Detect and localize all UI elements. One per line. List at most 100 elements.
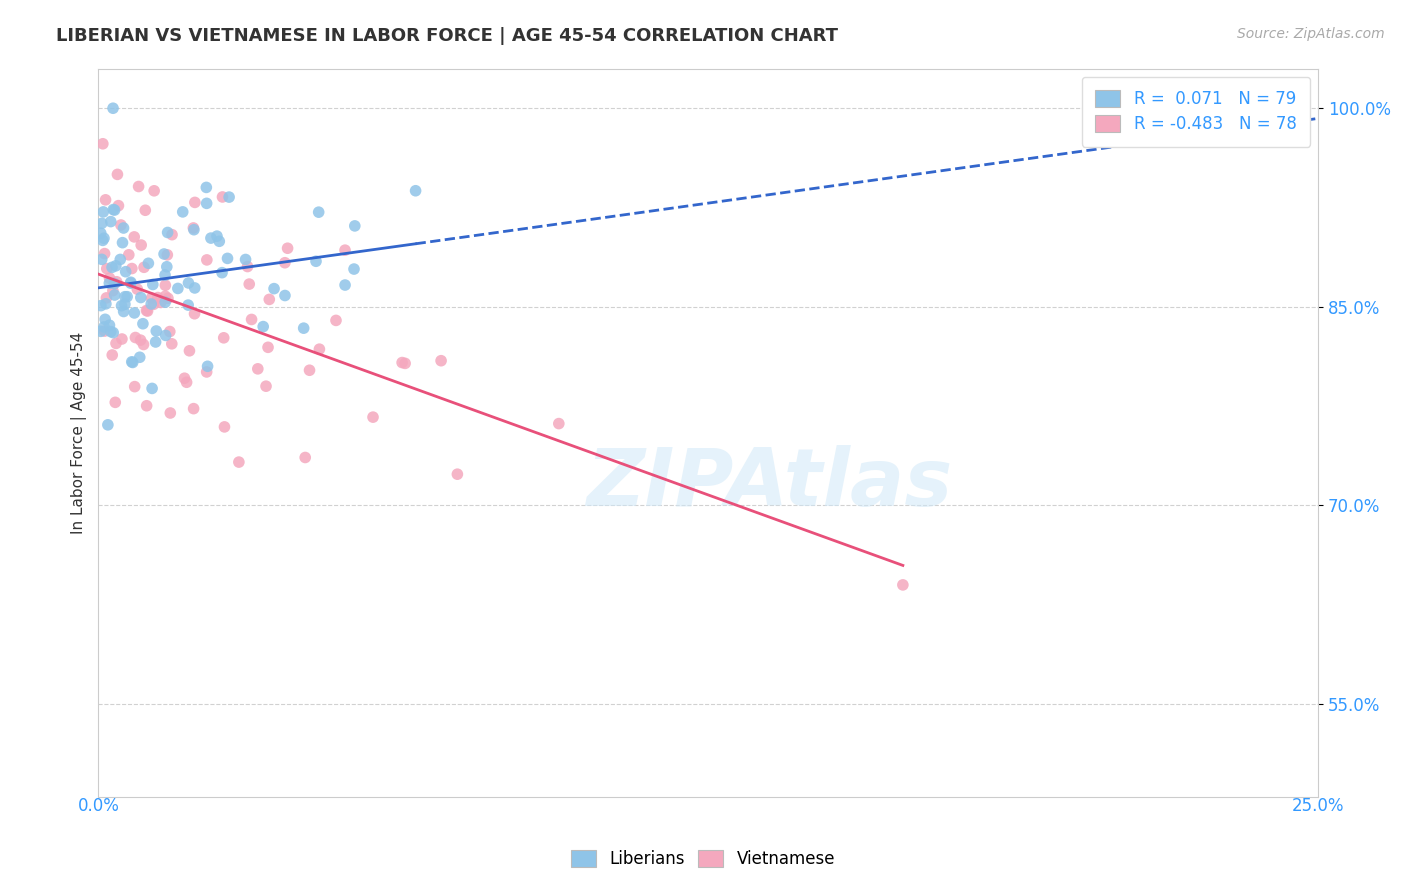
Point <box>98 318 121 333</box>
Point <box>111 235 134 250</box>
Point <box>122 230 145 244</box>
Point <box>98 271 121 285</box>
Point <box>121 355 143 369</box>
Point <box>98 276 121 290</box>
Point <box>112 304 135 318</box>
Point <box>96 291 118 305</box>
Point <box>128 351 150 365</box>
Point <box>141 297 163 311</box>
Point <box>129 333 152 347</box>
Point <box>127 282 149 296</box>
Point <box>111 332 134 346</box>
Point <box>110 218 132 232</box>
Point <box>153 247 176 261</box>
Point <box>107 168 129 182</box>
Point <box>110 252 132 267</box>
Point <box>254 379 277 393</box>
Point <box>135 303 157 318</box>
Point <box>183 307 205 321</box>
Point <box>93 246 115 260</box>
Point <box>195 252 218 267</box>
Point <box>214 420 236 434</box>
Point <box>91 136 114 151</box>
Point <box>101 260 124 275</box>
Point <box>446 467 468 482</box>
Point <box>391 355 413 369</box>
Point <box>129 238 152 252</box>
Point <box>149 295 172 310</box>
Point <box>156 260 179 274</box>
Point <box>172 205 194 219</box>
Point <box>132 260 155 275</box>
Point <box>211 190 233 204</box>
Point <box>104 288 127 302</box>
Point <box>277 241 299 255</box>
Point <box>93 320 115 334</box>
Point <box>94 193 117 207</box>
Point <box>101 284 124 298</box>
Point <box>218 190 240 204</box>
Point <box>90 299 112 313</box>
Point <box>160 336 183 351</box>
Point <box>292 321 315 335</box>
Y-axis label: In Labor Force | Age 45-54: In Labor Force | Age 45-54 <box>72 332 87 533</box>
Point <box>195 196 218 211</box>
Point <box>142 277 165 292</box>
Point <box>141 381 163 395</box>
Point <box>114 265 136 279</box>
Point <box>105 336 128 351</box>
Point <box>259 293 281 307</box>
Point <box>236 260 259 274</box>
Point <box>547 417 569 431</box>
Point <box>197 359 219 374</box>
Point <box>110 299 132 313</box>
Point <box>143 184 166 198</box>
Point <box>212 331 235 345</box>
Point <box>107 199 129 213</box>
Text: ZIPAtlas: ZIPAtlas <box>586 444 952 523</box>
Text: 25.0%: 25.0% <box>1292 797 1344 814</box>
Point <box>183 401 205 416</box>
Point <box>177 276 200 290</box>
Point <box>159 325 181 339</box>
Point <box>105 275 128 289</box>
Point <box>103 277 125 291</box>
Point <box>155 278 177 293</box>
Point <box>103 203 125 218</box>
Point <box>156 226 179 240</box>
Point <box>118 248 141 262</box>
Point <box>155 289 177 303</box>
Point <box>305 254 328 268</box>
Point <box>308 205 330 219</box>
Point <box>238 277 260 291</box>
Point <box>94 297 117 311</box>
Point <box>274 288 297 302</box>
Point <box>246 361 269 376</box>
Point <box>274 256 297 270</box>
Point <box>208 234 231 248</box>
Point <box>183 223 205 237</box>
Point <box>333 243 356 257</box>
Point <box>179 343 201 358</box>
Point <box>361 410 384 425</box>
Point <box>90 226 112 240</box>
Point <box>93 324 115 338</box>
Point <box>333 278 356 293</box>
Point <box>132 317 155 331</box>
Point <box>153 295 176 310</box>
Point <box>252 319 274 334</box>
Point <box>104 259 127 273</box>
Point <box>155 328 177 343</box>
Point <box>101 348 124 362</box>
Point <box>100 214 122 228</box>
Legend: R =  0.071   N = 79, R = -0.483   N = 78: R = 0.071 N = 79, R = -0.483 N = 78 <box>1083 77 1310 146</box>
Point <box>430 353 453 368</box>
Point <box>200 231 222 245</box>
Point <box>93 231 115 245</box>
Point <box>101 101 124 115</box>
Point <box>228 455 250 469</box>
Point <box>405 184 427 198</box>
Point <box>97 417 120 432</box>
Point <box>134 203 156 218</box>
Legend: Liberians, Vietnamese: Liberians, Vietnamese <box>564 843 842 875</box>
